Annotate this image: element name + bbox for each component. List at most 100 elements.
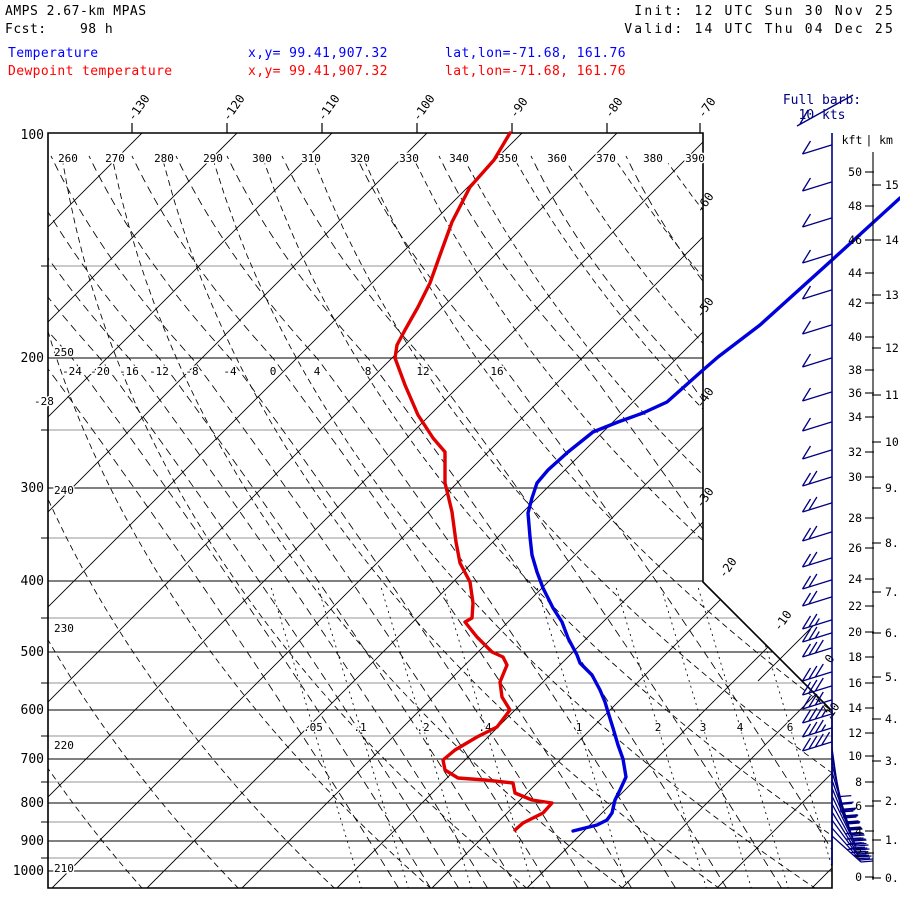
svg-text:310: 310 — [301, 152, 321, 165]
svg-text:240: 240 — [54, 484, 74, 497]
svg-text:210: 210 — [54, 862, 74, 875]
svg-text:|: | — [866, 133, 873, 147]
svg-text:42: 42 — [848, 296, 862, 310]
svg-text:0: 0 — [855, 870, 862, 884]
svg-text:0: 0 — [270, 365, 277, 378]
svg-text:100: 100 — [21, 128, 44, 143]
svg-text:-12: -12 — [149, 365, 169, 378]
svg-text:0.: 0. — [885, 871, 899, 885]
svg-text:5.: 5. — [885, 670, 899, 684]
svg-text:34: 34 — [848, 410, 862, 424]
svg-text:330: 330 — [399, 152, 419, 165]
svg-text:-16: -16 — [119, 365, 139, 378]
svg-text:500: 500 — [21, 645, 44, 660]
svg-text:30: 30 — [848, 470, 862, 484]
svg-text:28: 28 — [848, 511, 862, 525]
svg-text:.05: .05 — [303, 721, 323, 734]
svg-text:48: 48 — [848, 199, 862, 213]
model-title: AMPS 2.67-km MPAS — [5, 4, 147, 19]
wind-barbs — [796, 94, 874, 865]
svg-text:6: 6 — [787, 721, 794, 734]
svg-text:280: 280 — [154, 152, 174, 165]
svg-text:.2: .2 — [416, 721, 429, 734]
svg-text:-10: -10 — [771, 608, 795, 634]
svg-text:-40: -40 — [693, 385, 717, 411]
margin-isotherm-segment — [757, 625, 814, 682]
svg-text:0: 0 — [822, 652, 838, 666]
svg-text:250: 250 — [54, 346, 74, 359]
sample-barb-icon — [796, 94, 854, 127]
svg-text:360: 360 — [547, 152, 567, 165]
svg-text:26: 26 — [848, 541, 862, 555]
svg-text:-8: -8 — [185, 365, 198, 378]
legend-dewpoint-label: Dewpoint temperature — [8, 64, 173, 79]
svg-text:4: 4 — [737, 721, 744, 734]
svg-text:-110: -110 — [315, 92, 343, 124]
svg-text:1: 1 — [576, 721, 583, 734]
svg-text:-50: -50 — [693, 295, 717, 321]
svg-text:-90: -90 — [507, 95, 531, 121]
svg-text:-60: -60 — [693, 190, 717, 216]
svg-text:46: 46 — [848, 233, 862, 247]
svg-text:.1: .1 — [353, 721, 366, 734]
pressure-axis: 100 200 300 400 500 600 700 800 900 1000 — [13, 128, 48, 879]
svg-text:-28: -28 — [34, 395, 54, 408]
svg-text:10.: 10. — [885, 435, 900, 449]
svg-text:50: 50 — [848, 165, 862, 179]
svg-text:kft: kft — [842, 133, 863, 147]
svg-text:1000: 1000 — [13, 864, 44, 879]
svg-text:380: 380 — [643, 152, 663, 165]
dewpoint-trace — [393, 131, 554, 832]
svg-text:2: 2 — [655, 721, 662, 734]
legend-dewpoint-xy: x,y= 99.41,907.32 — [248, 64, 388, 79]
valid-time: Valid: 14 UTC Thu 04 Dec 25 — [624, 22, 895, 37]
svg-text:300: 300 — [252, 152, 272, 165]
svg-text:340: 340 — [449, 152, 469, 165]
temperature-trace — [526, 196, 900, 833]
svg-text:km: km — [879, 133, 893, 147]
svg-text:300: 300 — [21, 481, 44, 496]
svg-text:-20: -20 — [90, 365, 110, 378]
svg-text:600: 600 — [21, 703, 44, 718]
svg-text:11.: 11. — [885, 388, 900, 402]
svg-text:40: 40 — [848, 330, 862, 344]
svg-text:260: 260 — [58, 152, 78, 165]
svg-text:370: 370 — [596, 152, 616, 165]
svg-text:2: 2 — [855, 846, 862, 860]
svg-text:-100: -100 — [410, 92, 438, 124]
svg-text:1.: 1. — [885, 833, 899, 847]
svg-text:44: 44 — [848, 266, 862, 280]
svg-text:12: 12 — [848, 726, 862, 740]
forecast-hour: Fcst: 98 h — [5, 22, 114, 37]
svg-text:-20: -20 — [716, 555, 740, 581]
svg-text:9.: 9. — [885, 481, 899, 495]
svg-text:270: 270 — [105, 152, 125, 165]
svg-text:12.: 12. — [885, 341, 900, 355]
svg-text:24: 24 — [848, 572, 862, 586]
legend-temperature-latlon: lat,lon=-71.68, 161.76 — [445, 46, 626, 61]
mixing-ratio-labels: .05.1.2.4 1 2 3 4 6 — [302, 720, 795, 736]
svg-text:22: 22 — [848, 599, 862, 613]
svg-text:3.: 3. — [885, 754, 899, 768]
svg-text:6.: 6. — [885, 626, 899, 640]
init-time: Init: 12 UTC Sun 30 Nov 25 — [634, 4, 895, 19]
altitude-axis: kft | km0246810121416182022242628303234363… — [842, 133, 900, 885]
isotherm-labels: -130 -120 -110 -100 -90 -80 -70-60-50-40-30-20… — [125, 92, 843, 720]
svg-text:6: 6 — [855, 799, 862, 813]
svg-text:220: 220 — [54, 739, 74, 752]
svg-text:18: 18 — [848, 650, 862, 664]
svg-text:12: 12 — [416, 365, 429, 378]
dry-adiabat-labels: 260 270 280 290 300 310 320 330 340 350 360 370 380 3… — [53, 151, 707, 877]
svg-text:390: 390 — [685, 152, 705, 165]
svg-text:230: 230 — [54, 622, 74, 635]
legend-dewpoint-latlon: lat,lon=-71.68, 161.76 — [445, 64, 626, 79]
svg-text:14: 14 — [848, 701, 862, 715]
svg-text:4: 4 — [855, 824, 862, 838]
svg-text:4.: 4. — [885, 712, 899, 726]
svg-text:32: 32 — [848, 445, 862, 459]
svg-text:2.: 2. — [885, 794, 899, 808]
full-barb-note: Full barb: 10 kts — [782, 93, 862, 123]
svg-text:8: 8 — [365, 365, 372, 378]
svg-text:200: 200 — [21, 351, 44, 366]
